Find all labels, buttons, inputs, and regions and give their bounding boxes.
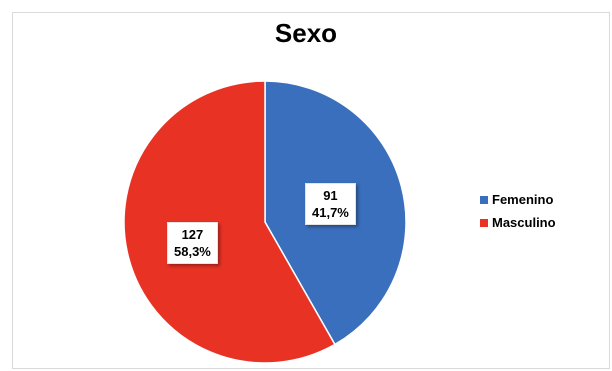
slice-value-femenino: 91 (323, 188, 338, 203)
slice-value-masculino: 127 (181, 227, 204, 242)
legend-item-masculino: Masculino (480, 211, 556, 234)
legend-swatch-masculino (480, 218, 488, 227)
slice-percent-femenino: 41,7% (312, 205, 349, 220)
legend: Femenino Masculino (480, 188, 556, 234)
chart-title: Sexo (274, 18, 338, 48)
legend-label-femenino: Femenino (492, 192, 554, 207)
slice-label-masculino: 127 58,3% (167, 222, 218, 264)
pie-slice-masculino (123, 80, 336, 364)
legend-swatch-femenino (480, 195, 488, 204)
legend-label-masculino: Masculino (492, 215, 556, 230)
slice-percent-masculino: 58,3% (174, 244, 211, 259)
legend-item-femenino: Femenino (480, 188, 556, 211)
slice-label-femenino: 91 41,7% (305, 183, 356, 225)
